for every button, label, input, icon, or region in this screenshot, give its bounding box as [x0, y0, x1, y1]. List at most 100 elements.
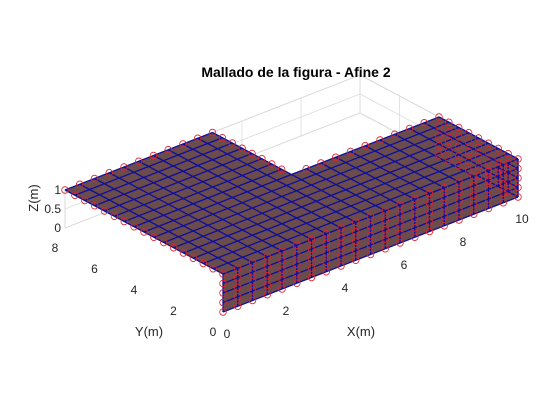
mesh-node	[514, 155, 522, 163]
mesh-node	[381, 235, 389, 243]
mesh-node	[464, 157, 473, 165]
mesh-node	[445, 137, 453, 145]
mesh-node	[484, 176, 493, 184]
mesh-edge	[173, 132, 469, 249]
mesh-node	[179, 249, 188, 257]
mesh-node	[149, 151, 158, 160]
mesh-node	[307, 254, 316, 263]
mesh-node	[425, 199, 434, 207]
mesh-node	[366, 231, 375, 240]
mesh-node	[209, 265, 217, 273]
mesh-edge	[183, 137, 479, 254]
mesh-node	[470, 191, 478, 199]
mesh-node	[499, 161, 507, 169]
mesh-node	[504, 188, 512, 196]
mesh-node	[484, 204, 493, 213]
mesh-node	[474, 172, 483, 180]
mesh-node	[337, 262, 345, 270]
mesh-node	[293, 270, 301, 278]
mesh-node	[435, 151, 443, 159]
y-tick-label: 6	[91, 262, 98, 276]
y-tick-label: 8	[52, 241, 59, 255]
mesh-node	[219, 298, 227, 307]
mesh-edge	[94, 147, 243, 207]
mesh-node	[455, 123, 463, 132]
y-tick-label: 0	[210, 325, 217, 339]
x-tick-label: 4	[342, 281, 349, 295]
mesh-node	[322, 230, 330, 238]
mesh-node	[337, 233, 345, 242]
mesh-edge	[212, 153, 509, 270]
mesh-node	[130, 223, 138, 231]
mesh-node	[322, 249, 330, 257]
mesh-edge	[124, 163, 272, 223]
mesh-node	[366, 212, 375, 221]
mesh-node	[499, 180, 507, 188]
mesh-node	[420, 119, 428, 127]
mesh-node	[150, 233, 158, 241]
mesh-node	[293, 260, 301, 268]
mesh-node	[120, 217, 128, 226]
mesh-node	[317, 159, 325, 167]
mesh-edge	[203, 147, 499, 265]
mesh-node	[474, 134, 483, 142]
mesh-node	[474, 153, 483, 161]
mesh-node	[381, 245, 389, 253]
y-axis-label: Y(m)	[135, 324, 163, 339]
mesh-edge	[114, 158, 263, 217]
y-tick-label: 2	[170, 304, 177, 318]
mesh-node	[366, 222, 375, 230]
mesh-node	[376, 136, 384, 144]
mesh-node	[470, 182, 478, 190]
mesh-node	[514, 193, 522, 201]
mesh-edge	[222, 158, 519, 275]
mesh-node	[396, 239, 404, 247]
mesh-node	[470, 172, 478, 180]
mesh-node	[464, 148, 473, 156]
mesh-node	[435, 113, 443, 121]
mesh-node	[504, 169, 512, 177]
mesh-node	[76, 180, 84, 188]
mesh-node	[307, 264, 316, 272]
mesh-node	[219, 270, 227, 278]
mesh-node	[455, 133, 463, 141]
mesh-node	[100, 207, 109, 215]
mesh-node	[455, 161, 463, 170]
mesh-node	[278, 266, 286, 274]
mesh-node	[440, 222, 448, 230]
mesh-node	[352, 256, 360, 264]
mesh-node	[105, 169, 113, 177]
mesh-node	[352, 228, 360, 236]
mesh-edge	[133, 168, 282, 228]
mesh-node	[464, 138, 473, 146]
mesh-node	[411, 205, 419, 213]
mesh-node	[381, 226, 389, 234]
mesh-node	[474, 143, 483, 152]
mesh-node	[361, 142, 369, 150]
mesh-node	[504, 159, 512, 167]
mesh-node	[411, 195, 419, 203]
mesh-node	[234, 274, 242, 282]
mesh-node	[470, 210, 478, 218]
mesh-node	[278, 256, 286, 265]
mesh-node	[293, 279, 301, 287]
mesh-node	[337, 224, 345, 232]
mesh-node	[238, 144, 246, 152]
z-tick-label: 0.5	[44, 202, 61, 216]
mesh-node	[445, 128, 453, 136]
mesh-node	[455, 197, 463, 205]
mesh-node	[263, 281, 271, 289]
mesh-node	[396, 210, 404, 219]
mesh-node	[396, 229, 404, 238]
mesh-node	[263, 291, 271, 299]
mesh-node	[248, 287, 257, 295]
mesh-node	[248, 277, 257, 286]
mesh-node	[499, 199, 507, 207]
x-tick-label: 8	[460, 235, 467, 249]
mesh-node	[381, 216, 389, 224]
mesh-node	[411, 224, 419, 232]
mesh-node	[189, 254, 198, 262]
mesh-node	[484, 149, 493, 157]
